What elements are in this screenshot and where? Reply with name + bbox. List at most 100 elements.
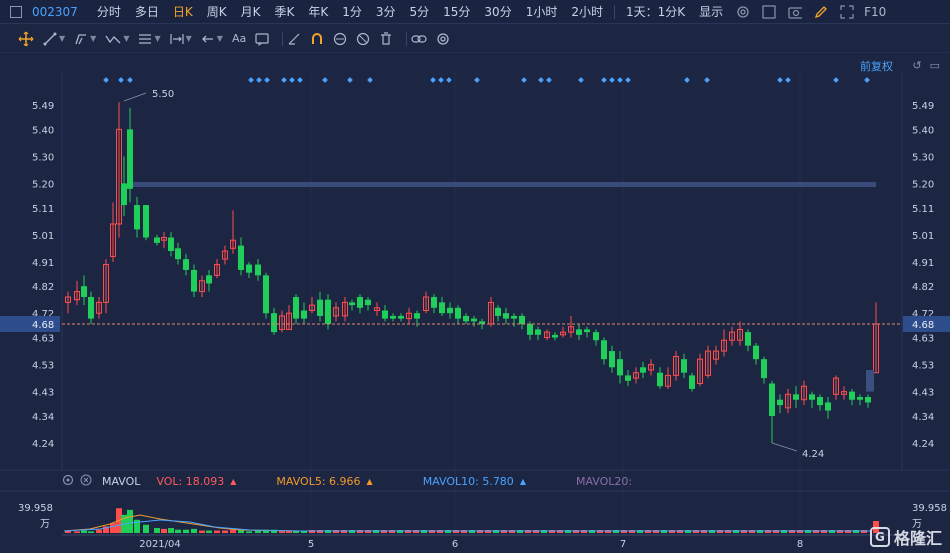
candle-body bbox=[737, 328, 743, 341]
candle bbox=[357, 294, 363, 314]
volume-bar bbox=[581, 530, 587, 533]
event-marker bbox=[617, 77, 623, 83]
candle-body bbox=[222, 250, 228, 260]
period-day-k[interactable]: 日K bbox=[172, 5, 193, 19]
period-week-k[interactable]: 周K bbox=[206, 5, 227, 19]
price-tick-label: 5.49 bbox=[32, 101, 54, 112]
mavol5-line bbox=[63, 514, 870, 532]
candle bbox=[116, 102, 122, 238]
candle bbox=[96, 296, 102, 319]
period-15min[interactable]: 15分 bbox=[443, 5, 471, 19]
candle bbox=[134, 196, 140, 238]
adjust-mode-button[interactable]: 前复权 bbox=[860, 60, 893, 73]
candle-body bbox=[729, 331, 735, 341]
candle bbox=[576, 324, 582, 341]
candle bbox=[527, 321, 533, 341]
ruler-tool-icon[interactable] bbox=[287, 32, 301, 46]
sidebar-toggle-icon[interactable] bbox=[10, 5, 22, 18]
volume-bar bbox=[829, 530, 835, 533]
volume-bar bbox=[134, 519, 140, 533]
lock-tool-icon[interactable] bbox=[333, 32, 347, 46]
candle-body bbox=[214, 264, 220, 276]
candle-body bbox=[713, 350, 719, 360]
volume-bar bbox=[741, 530, 747, 533]
volume-bar bbox=[183, 529, 189, 533]
candle bbox=[584, 326, 590, 338]
volume-bar bbox=[309, 530, 315, 533]
period-30min[interactable]: 30分 bbox=[484, 5, 512, 19]
note-tool-icon[interactable] bbox=[255, 32, 269, 46]
arrow-tool-icon[interactable]: ▼ bbox=[201, 32, 223, 46]
link-icon[interactable] bbox=[411, 32, 427, 46]
candle bbox=[406, 307, 412, 325]
f10-button[interactable]: F10 bbox=[864, 4, 887, 19]
period-multiday[interactable]: 多日 bbox=[134, 5, 159, 19]
fibonacci-tool-icon[interactable]: ▼ bbox=[138, 32, 161, 46]
current-price-left: 4.68 bbox=[32, 320, 54, 331]
candle bbox=[697, 353, 703, 387]
period-month-k[interactable]: 月K bbox=[240, 5, 261, 19]
period-1hour[interactable]: 1小时 bbox=[525, 5, 558, 19]
period-dropdown[interactable]: 1天：1分K bbox=[625, 5, 686, 19]
price-tick-label: 4.34 bbox=[912, 412, 934, 423]
price-tick-label: 5.20 bbox=[912, 179, 934, 190]
range-tool-icon[interactable]: ▼ bbox=[170, 32, 192, 46]
period-2hour[interactable]: 2小时 bbox=[571, 5, 603, 19]
volume-bar bbox=[725, 530, 731, 533]
event-marker bbox=[127, 77, 133, 83]
indicator-settings-icon[interactable] bbox=[62, 474, 74, 489]
period-3min[interactable]: 3分 bbox=[375, 5, 396, 19]
volume-bar bbox=[805, 530, 811, 533]
channel-tool-icon[interactable]: ▼ bbox=[74, 32, 96, 46]
text-tool-icon[interactable]: Aa bbox=[231, 32, 247, 45]
candle bbox=[488, 296, 494, 327]
candle bbox=[657, 367, 663, 389]
hide-tool-icon[interactable] bbox=[356, 32, 370, 46]
volume-bar bbox=[861, 530, 867, 533]
event-marker bbox=[289, 77, 295, 83]
minimize-icon[interactable]: ▭ bbox=[929, 59, 940, 72]
period-year-k[interactable]: 年K bbox=[308, 5, 329, 19]
volume-bar bbox=[613, 530, 619, 533]
price-tick-label: 4.53 bbox=[32, 361, 54, 372]
candle bbox=[398, 313, 404, 322]
price-tick-label: 5.40 bbox=[912, 125, 934, 136]
mavol-title[interactable]: MAVOL bbox=[102, 474, 141, 488]
wave-tool-icon[interactable]: ▼ bbox=[105, 32, 129, 46]
period-intraday[interactable]: 分时 bbox=[96, 5, 121, 19]
volume-bar bbox=[797, 530, 803, 533]
display-menu[interactable]: 显示 bbox=[699, 5, 724, 19]
period-1min[interactable]: 1分 bbox=[342, 5, 362, 19]
candle-body bbox=[143, 205, 149, 238]
event-marker bbox=[256, 77, 262, 83]
candle bbox=[65, 291, 71, 314]
volume-bar bbox=[373, 530, 379, 533]
candle-body bbox=[511, 315, 517, 319]
camera-icon[interactable] bbox=[788, 5, 803, 19]
candle-body bbox=[495, 307, 501, 316]
period-quarter-k[interactable]: 季K bbox=[274, 5, 295, 19]
volume-bar bbox=[605, 530, 611, 533]
event-marker bbox=[248, 77, 254, 83]
crosshair-icon[interactable] bbox=[18, 31, 34, 47]
fullscreen-icon[interactable] bbox=[840, 4, 854, 19]
checkbox-icon[interactable] bbox=[762, 4, 776, 19]
candle-body bbox=[849, 391, 855, 400]
period-5min[interactable]: 5分 bbox=[409, 5, 430, 19]
volume-bar bbox=[733, 530, 739, 533]
settings-icon[interactable] bbox=[736, 5, 750, 19]
volume-bar bbox=[765, 530, 771, 533]
pencil-icon[interactable] bbox=[814, 5, 828, 19]
line-tool-icon[interactable]: ▼ bbox=[43, 32, 65, 46]
volume-bar bbox=[565, 530, 571, 533]
candle-body bbox=[74, 291, 80, 301]
draw-settings-icon[interactable] bbox=[436, 32, 450, 46]
magnet-icon[interactable] bbox=[310, 32, 324, 46]
volume-bar bbox=[175, 529, 181, 533]
undo-icon[interactable]: ↺ bbox=[912, 59, 922, 72]
stock-code[interactable]: 002307 bbox=[32, 4, 78, 19]
candle bbox=[206, 269, 212, 292]
indicator-close-icon[interactable] bbox=[80, 474, 92, 489]
trash-icon[interactable] bbox=[379, 31, 393, 46]
